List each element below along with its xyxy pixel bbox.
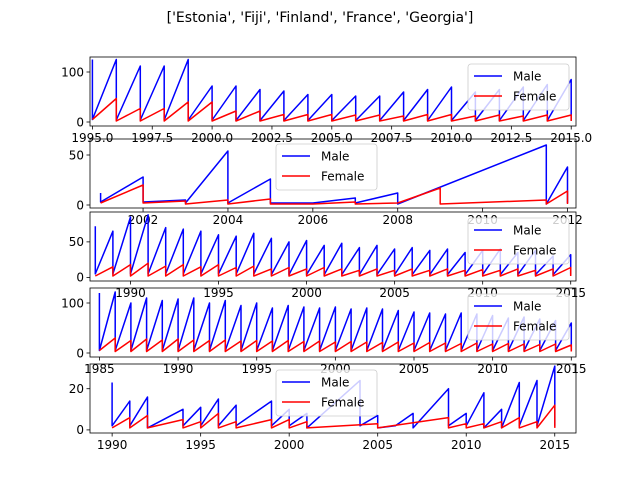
x-tick-label: 2005.0: [311, 131, 353, 145]
x-tick-label: 2006: [298, 213, 329, 227]
x-tick-label: 1995: [241, 362, 272, 376]
x-tick-label: 1990: [163, 362, 194, 376]
y-tick-label: 0: [76, 346, 84, 360]
series-line-female: [111, 404, 556, 429]
x-tick-label: 2010.0: [431, 131, 473, 145]
x-tick-label: 2005: [399, 362, 430, 376]
legend-label-female: Female: [321, 170, 364, 184]
axes-frame: [89, 211, 577, 282]
legend: Male Female: [467, 293, 570, 341]
legend-label-female: Female: [513, 320, 556, 334]
legend-label-male: Male: [513, 224, 541, 238]
x-tick-label: 2005: [379, 286, 410, 300]
x-tick-label: 1995: [185, 438, 216, 452]
x-tick-label: 2002.5: [251, 131, 293, 145]
legend: Male Female: [467, 63, 570, 111]
x-tick-label: 2008: [382, 213, 413, 227]
subplot-2: 200220042006200820102012050MaleFemale: [69, 138, 583, 227]
axes-frame: [89, 363, 577, 434]
legend-label-female: Female: [513, 244, 556, 258]
x-tick-label: 1990: [115, 286, 146, 300]
y-tick-label: 0: [76, 115, 84, 129]
x-tick-label: 2005: [362, 438, 393, 452]
series-line-female: [91, 97, 572, 122]
x-tick-label: 2004: [213, 213, 244, 227]
x-tick-label: 2012.5: [490, 131, 532, 145]
x-tick-label: 2015: [539, 438, 570, 452]
series-line-female: [94, 262, 572, 277]
legend-label-female: Female: [513, 90, 556, 104]
x-tick-label: 2010: [477, 362, 508, 376]
x-tick-label: 2010: [451, 438, 482, 452]
axes-frame: [89, 56, 577, 127]
subplot-1: 1995.0 1997.5 2000.0 2002.5 2005.0 2007.5 2010…: [61, 56, 592, 145]
x-tick-label: 2000: [274, 438, 305, 452]
series-line-female: [98, 337, 573, 353]
y-tick-label: 100: [61, 65, 84, 79]
legend: Male Female: [275, 143, 378, 191]
y-tick-label: 20: [69, 382, 84, 396]
x-tick-label: 2015.0: [550, 131, 592, 145]
x-tick-label: 1995.0: [71, 131, 113, 145]
x-tick-label: 2000: [291, 286, 322, 300]
x-tick-label: 2000.0: [191, 131, 233, 145]
axes-frame: [89, 287, 577, 358]
subplot-panels: 1995.0 1997.5 2000.0 2002.5 2005.0 2007.5 2010…: [61, 56, 592, 452]
legend-label-male: Male: [321, 376, 349, 390]
x-tick-label: 1995: [203, 286, 234, 300]
legend-label-male: Male: [321, 150, 349, 164]
legend-label-female: Female: [321, 396, 364, 410]
y-tick-label: 0: [76, 198, 84, 212]
x-tick-label: 2015: [556, 362, 587, 376]
x-tick-label: 1985: [84, 362, 115, 376]
x-tick-label: 2002: [128, 213, 159, 227]
x-tick-label: 1990: [97, 438, 128, 452]
y-tick-label: 100: [61, 296, 84, 310]
y-tick-label: 50: [69, 148, 84, 162]
x-tick-label: 2007.5: [371, 131, 413, 145]
series-line-female: [100, 184, 569, 205]
legend-label-male: Male: [513, 70, 541, 84]
legend: Male Female: [467, 217, 570, 265]
y-tick-label: 50: [69, 235, 84, 249]
legend: Male Female: [275, 369, 378, 417]
x-tick-label: 1997.5: [131, 131, 173, 145]
subplot-5: 1990 1995 2000 2005 2010 2015 0 20 Male Female: [69, 363, 577, 452]
axes-frame: [89, 138, 577, 209]
y-tick-label: 0: [76, 271, 84, 285]
figure-title: ['Estonia', 'Fiji', 'Finland', 'France',…: [167, 10, 474, 26]
y-tick-label: 0: [76, 423, 84, 437]
legend-label-male: Male: [513, 300, 541, 314]
